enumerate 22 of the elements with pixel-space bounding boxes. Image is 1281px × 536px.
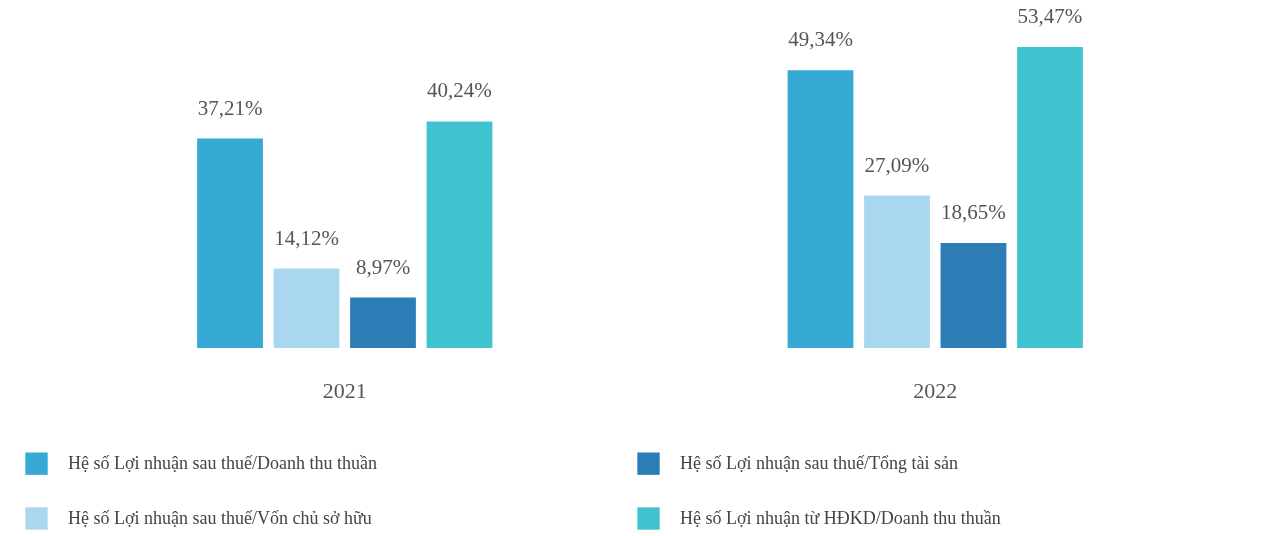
legend-label: Hệ số Lợi nhuận sau thuế/Vốn chủ sở hữu	[68, 507, 372, 528]
bar	[787, 70, 854, 348]
data-label: 27,09%	[864, 152, 930, 177]
bar	[273, 268, 340, 348]
bar	[426, 121, 493, 348]
data-label: 14,12%	[274, 225, 339, 250]
data-label: 18,65%	[941, 200, 1006, 225]
bar	[940, 243, 1007, 348]
x-tick-label: 2022	[913, 377, 958, 403]
x-tick-label: 2021	[322, 377, 367, 403]
bar	[197, 138, 263, 348]
legend-label: Hệ số Lợi nhuận sau thuế/Tổng tài sản	[680, 452, 958, 473]
bar	[864, 195, 930, 348]
bar	[1017, 47, 1083, 348]
bar	[350, 297, 416, 348]
legend-label: Hệ số Lợi nhuận từ HĐKD/Doanh thu thuần	[680, 507, 1001, 528]
data-label: 53,47%	[1017, 4, 1083, 28]
data-label: 49,34%	[788, 27, 853, 52]
legend-label: Hệ số Lợi nhuận sau thuế/Doanh thu thuần	[68, 452, 377, 473]
data-label: 37,21%	[197, 95, 263, 120]
data-label: 8,97%	[355, 254, 411, 279]
data-label: 40,24%	[427, 78, 492, 103]
